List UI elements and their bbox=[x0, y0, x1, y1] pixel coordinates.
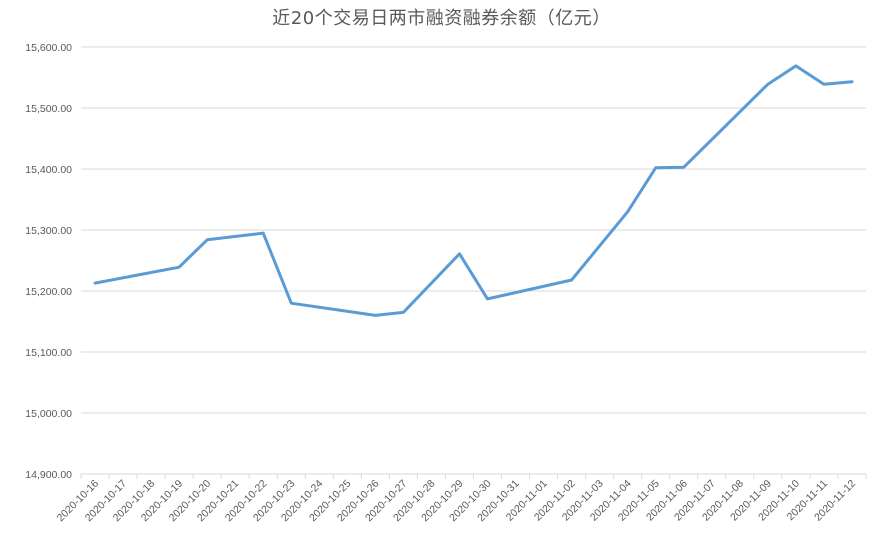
series-line bbox=[93, 64, 854, 317]
chart-title: 近20个交易日两市融资融券余额（亿元） bbox=[272, 8, 611, 29]
y-tick-label: 15,600.00 bbox=[25, 42, 72, 54]
y-tick-label: 15,200.00 bbox=[25, 286, 72, 298]
y-tick-label: 15,400.00 bbox=[25, 164, 72, 176]
y-axis-labels: 14,900.00 15,000.00 15,100.00 15,200.00 15,3… bbox=[25, 42, 72, 481]
y-tick-label: 15,000.00 bbox=[25, 408, 72, 420]
y-tick-label: 14,900.00 bbox=[25, 469, 72, 481]
gridlines bbox=[81, 46, 866, 414]
y-tick-label: 15,100.00 bbox=[25, 347, 72, 359]
y-tick-label: 15,500.00 bbox=[25, 103, 72, 115]
y-tick-label: 15,300.00 bbox=[25, 225, 72, 237]
x-axis: 2020-10-162020-10-172020-10-182020-10-19… bbox=[55, 473, 867, 524]
